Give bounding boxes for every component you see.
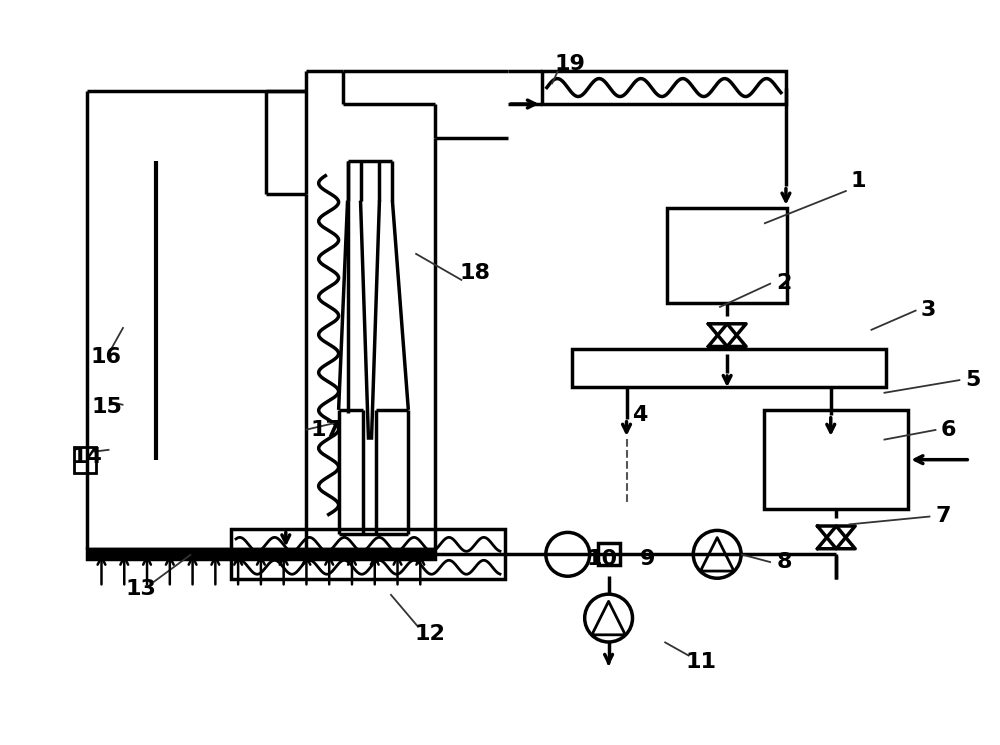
Text: 12: 12 [415,624,446,644]
Bar [764,410,908,510]
Text: 8: 8 [776,552,792,572]
Text: 10: 10 [586,549,617,569]
Text: 17: 17 [310,419,341,440]
Text: 3: 3 [921,300,936,320]
Text: 7: 7 [936,507,951,527]
Bar [572,349,886,387]
Text: 11: 11 [686,652,717,672]
Text: 14: 14 [71,447,102,466]
Bar [542,71,786,104]
Text: 19: 19 [554,54,585,74]
Text: 16: 16 [91,347,122,367]
Text: 4: 4 [632,405,647,425]
Text: 1: 1 [851,171,866,191]
Bar [74,447,96,472]
Text: 9: 9 [640,549,655,569]
Bar [598,543,620,565]
Bar [231,530,505,579]
Text: 6: 6 [941,419,956,440]
Text: 18: 18 [460,264,491,283]
Text: 2: 2 [776,273,792,294]
Text: 13: 13 [126,579,157,599]
Text: 5: 5 [966,370,981,390]
Bar [87,549,435,559]
Text: 15: 15 [91,397,122,417]
Bar [667,208,787,303]
